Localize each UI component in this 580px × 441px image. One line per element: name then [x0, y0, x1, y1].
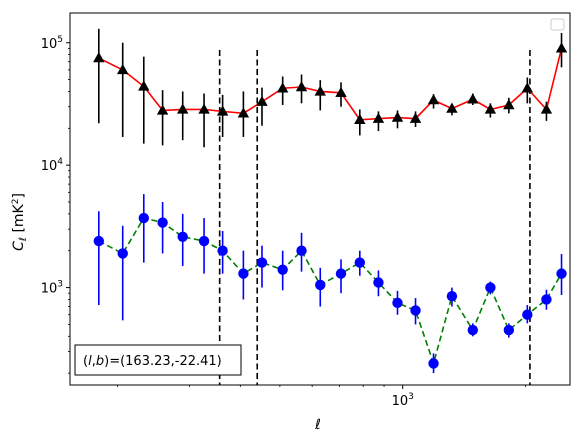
data-point	[484, 103, 497, 114]
data-point	[427, 94, 440, 105]
data-point	[156, 104, 169, 115]
data-point	[503, 324, 515, 336]
y-axis-label: Cℓ [mK2]	[11, 193, 29, 251]
annotation-box: (l,b)=(163.23,-22.41)	[74, 344, 242, 376]
data-point	[521, 82, 534, 93]
data-point	[277, 264, 288, 275]
data-point	[410, 305, 421, 316]
x-axis-label: ℓ	[314, 417, 321, 433]
axes: 103 104 105 103	[41, 12, 571, 409]
data-point	[354, 257, 366, 268]
data-point	[217, 245, 228, 256]
y-tick-label: 104	[41, 157, 64, 174]
data-point	[503, 99, 515, 110]
data-point	[117, 248, 128, 259]
data-point	[177, 231, 188, 242]
data-point	[177, 103, 189, 114]
series-2	[93, 194, 567, 374]
data-point	[485, 282, 496, 293]
data-point	[138, 212, 149, 224]
data-point	[555, 42, 568, 53]
data-point	[296, 245, 307, 256]
data-point	[157, 217, 168, 228]
data-point	[93, 52, 105, 63]
plot-area	[93, 28, 568, 385]
data-point	[198, 235, 210, 247]
data-point	[117, 63, 129, 75]
data-point	[335, 86, 347, 98]
data-point	[93, 235, 105, 247]
data-point	[138, 80, 150, 91]
data-point	[315, 279, 326, 291]
data-point	[428, 358, 439, 369]
data-point	[216, 105, 229, 116]
data-point	[446, 102, 458, 113]
data-point	[335, 268, 347, 279]
data-point	[541, 294, 552, 305]
annotation-text: (l,b)=(163.23,-22.41)	[83, 354, 222, 369]
data-point	[467, 324, 478, 336]
annotation-frame	[74, 344, 242, 376]
data-point	[467, 93, 479, 104]
legend-box	[550, 18, 565, 31]
data-point	[276, 82, 289, 93]
data-point	[409, 112, 422, 123]
data-point	[391, 111, 404, 122]
x-tick-label: 103	[392, 392, 414, 409]
data-point	[522, 309, 533, 320]
data-point	[354, 113, 366, 124]
data-point	[295, 81, 308, 92]
y-tick-label: 105	[41, 35, 63, 52]
data-point	[556, 268, 567, 279]
data-point	[198, 103, 210, 114]
data-point	[373, 277, 384, 288]
y-tick-label: 103	[41, 280, 63, 297]
data-point	[392, 297, 403, 309]
data-point	[256, 95, 268, 106]
data-point	[372, 112, 385, 123]
plot-frame	[69, 12, 571, 386]
data-point	[446, 291, 458, 302]
data-point	[256, 257, 268, 268]
data-point	[237, 107, 250, 118]
series-1	[93, 28, 568, 148]
data-point	[540, 103, 553, 114]
data-point	[314, 85, 326, 96]
data-point	[238, 268, 249, 279]
